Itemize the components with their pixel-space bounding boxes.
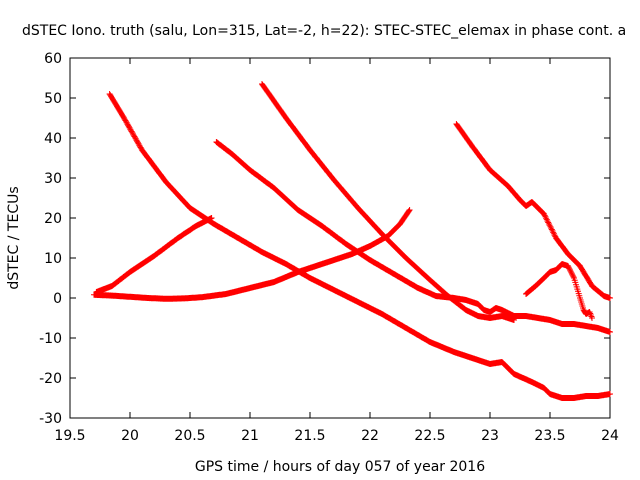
series-arc-2 xyxy=(91,207,413,302)
y-axis-title: dSTEC / TECUs xyxy=(6,186,22,289)
x-axis-ticks: 19.5 20 20.5 21 21.5 22 22.5 23 23.5 24 xyxy=(54,58,619,444)
y-tick-label: -10 xyxy=(39,331,62,347)
y-tick-label: -30 xyxy=(39,411,62,427)
x-tick-label: 21.5 xyxy=(294,428,325,444)
y-tick-label: 20 xyxy=(44,211,62,227)
series-arc-5 xyxy=(259,81,517,323)
plot-frame xyxy=(69,57,611,419)
y-axis-ticks: -30 -20 -10 0 10 20 30 40 50 60 xyxy=(39,51,610,427)
x-tick-label: 19.5 xyxy=(54,428,85,444)
chart-title: dSTEC Iono. truth (salu, Lon=315, Lat=-2… xyxy=(22,23,626,39)
series-markers xyxy=(91,207,413,302)
x-tick-label: 24 xyxy=(601,428,619,444)
series-markers xyxy=(93,215,215,295)
x-axis-title: GPS time / hours of day 057 of year 2016 xyxy=(195,459,485,475)
x-tick-label: 23 xyxy=(481,428,499,444)
x-tick-label: 23.5 xyxy=(534,428,565,444)
series-arc-6 xyxy=(453,121,613,301)
series-arc-4 xyxy=(213,139,613,335)
series-arc-1 xyxy=(93,215,215,295)
x-tick-label: 21 xyxy=(241,428,259,444)
series-markers xyxy=(453,121,613,301)
series-markers xyxy=(259,81,517,323)
x-tick-label: 20.5 xyxy=(174,428,205,444)
y-tick-label: 40 xyxy=(44,131,62,147)
data-series xyxy=(91,81,613,401)
x-tick-label: 20 xyxy=(121,428,139,444)
series-arc-7 xyxy=(523,261,595,321)
y-tick-label: 60 xyxy=(44,51,62,67)
y-tick-label: 30 xyxy=(44,171,62,187)
y-tick-label: 10 xyxy=(44,251,62,267)
x-tick-label: 22.5 xyxy=(414,428,445,444)
series-markers xyxy=(523,261,595,321)
y-tick-label: -20 xyxy=(39,371,62,387)
series-markers xyxy=(213,139,613,335)
y-tick-label: 50 xyxy=(44,91,62,107)
y-tick-label: 0 xyxy=(53,291,62,307)
series-markers xyxy=(106,91,613,401)
series-arc-3 xyxy=(106,91,613,401)
x-tick-label: 22 xyxy=(361,428,379,444)
